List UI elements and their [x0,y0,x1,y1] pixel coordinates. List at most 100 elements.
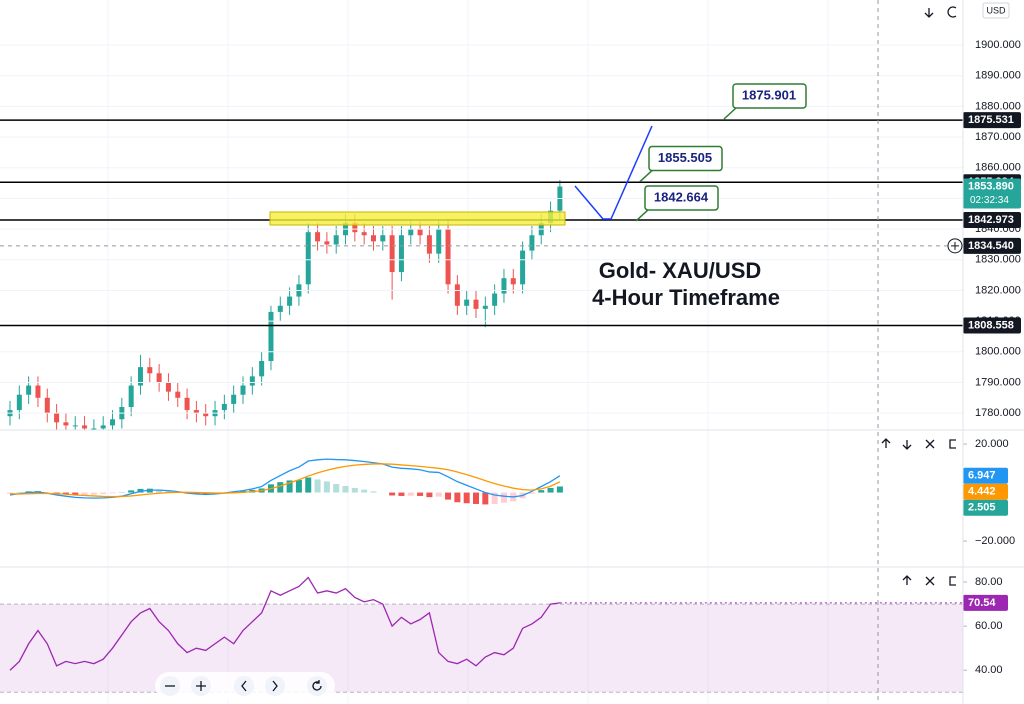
currency-box[interactable] [982,2,1010,19]
candle-body [240,385,246,395]
histogram-bar [361,489,368,493]
candle-body [436,229,442,254]
candle-body [44,397,50,414]
histogram-bar [305,477,312,493]
candle-body [501,278,507,294]
y-tick-label: 1800.000 [975,346,1021,358]
histogram-bar [277,482,284,493]
candle-body [464,299,470,306]
candle-body [54,413,60,423]
chart-layer: 1780.0001790.0001800.0001810.0001820.000… [0,39,1021,693]
currency: USD [986,5,1006,15]
candle-body [165,382,171,392]
histogram-bar [547,487,554,493]
y-tick-label: 1870.000 [975,131,1021,143]
candle-body [128,385,134,407]
candle-body [26,385,32,395]
candle-body [100,425,106,429]
histogram-bar [528,492,535,494]
histogram-bar [435,492,442,497]
histogram-bar [314,479,321,493]
chart-subtitle: 4-Hour Timeframe [592,285,780,310]
zoom-toolbar[interactable] [155,672,335,700]
candle-body [268,311,274,361]
histogram-bar [295,479,302,493]
candle-body [137,367,143,386]
value-tag-label: 6.947 [968,470,996,482]
histogram-bar [323,481,330,493]
histogram-bar [417,492,424,496]
candle-body [175,391,181,398]
value-tag [963,237,1021,254]
candle-body [529,235,535,251]
indicator-line [9,463,561,498]
candle-body [315,232,321,242]
callout-box [644,185,719,211]
histogram-bar [193,492,200,495]
candle-body [380,235,386,242]
candle-body [221,403,227,411]
candle-body [249,376,255,386]
candle-body [259,360,265,377]
histogram-bar [100,492,107,495]
histogram-bar [351,487,358,493]
countdown: 02:32:34 [970,195,1009,206]
candle-body [277,305,283,312]
value-tag [963,483,1008,500]
value-tag [963,317,1021,334]
histogram-bar [165,490,172,493]
callout-label: 1855.505 [658,150,712,165]
value-tag-label: 2.505 [968,502,996,514]
crosshair-plus-icon [951,241,959,250]
value-tag [963,211,1021,228]
pane-buttons[interactable] [881,6,957,586]
indicator-line [9,458,561,499]
candle-body [352,222,358,233]
candle-body [147,367,153,374]
last-price-tag [963,178,1021,209]
histogram-bar [370,491,377,493]
histogram-bar [398,492,405,496]
callout-pointer [639,170,653,183]
candle-body [454,284,460,306]
histogram-bar [389,492,396,496]
y-tick-label: 1900.000 [975,39,1021,51]
histogram-bar [7,492,13,494]
y-tick-label: 1780.000 [975,407,1021,419]
callout-box [648,145,723,172]
histogram-bar [156,489,163,493]
histogram-bar [482,492,489,505]
candle-body [305,232,311,285]
histogram-bar [491,492,498,504]
last-price: 1853.890 [968,180,1014,192]
histogram-bar [407,492,414,496]
value-tag-label: 70.54 [968,597,996,609]
candle-body [492,293,498,306]
histogram-bar [109,492,116,494]
y-tick-label: 1830.000 [975,254,1021,266]
candle-body [110,419,116,426]
callout-box [732,83,807,109]
y-tick-label: 1880.000 [975,100,1021,112]
candle-body [91,428,97,430]
value-tag [963,594,1008,611]
candle-body [63,422,69,426]
histogram-bar [473,492,479,504]
candle-body [35,385,41,398]
candle-body [231,394,237,404]
candle-body [408,229,414,236]
value-tag-label: 1834.540 [968,240,1014,252]
y-tick-label: 1890.000 [975,70,1021,82]
candle-body [445,229,451,285]
candle-body [287,296,293,306]
value-tag [963,112,1021,129]
candle-body [520,250,526,285]
chart-title: Gold- XAU/USD [599,258,762,283]
candle-body [156,373,162,383]
histogram-bar [62,492,69,495]
histogram-bar [81,492,88,495]
candle-body [426,235,432,254]
candle-body [193,410,199,414]
candle-body [389,235,395,273]
